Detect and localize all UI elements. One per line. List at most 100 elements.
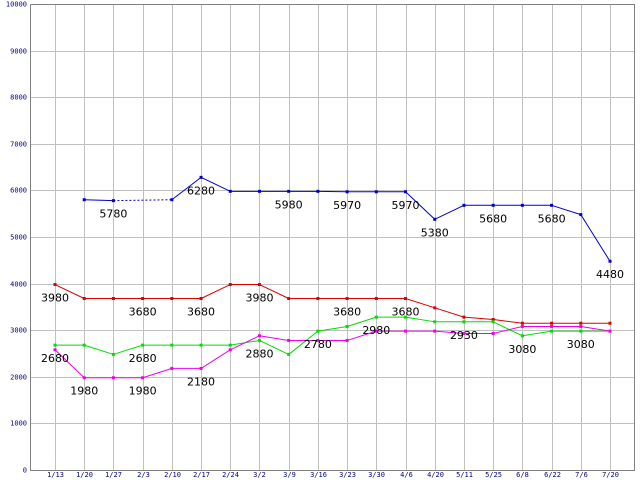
series-2-point [579, 329, 583, 333]
series-2-point [520, 334, 524, 338]
series-2-point [404, 315, 408, 319]
y-tick-label: 2000 [10, 374, 27, 382]
series-3-point [433, 329, 437, 333]
series-1-point [433, 306, 437, 310]
series-3-point [228, 348, 232, 352]
series-3-point [316, 338, 320, 342]
data-label: 3680 [187, 306, 215, 319]
series-0-segment [580, 214, 611, 262]
series-3-segment [434, 330, 464, 334]
series-1-point [228, 283, 232, 287]
series-2-segment [522, 330, 552, 337]
x-tick-label: 4/20 [427, 471, 444, 479]
series-0-point [170, 198, 174, 202]
series-2-segment [259, 340, 289, 355]
x-tick-label: 7/6 [575, 471, 588, 479]
x-tick-label: 6/22 [544, 471, 561, 479]
series-0-point [257, 189, 261, 193]
plot-border [30, 4, 635, 471]
series-3-point [550, 324, 554, 328]
data-label: 5680 [479, 212, 507, 225]
series-3-point [141, 376, 145, 380]
series-1-segment [493, 318, 523, 324]
y-tick-label: 5000 [10, 234, 27, 242]
series-1-segment [200, 284, 231, 299]
series-0-dashed-segment [113, 199, 172, 202]
series-3-point [520, 324, 524, 328]
data-label: 6280 [187, 184, 215, 197]
series-1-point [316, 297, 320, 301]
series-2-point [462, 320, 466, 324]
series-1-point [579, 321, 583, 325]
x-tick-label: 6/8 [516, 471, 529, 479]
data-label: 5970 [333, 199, 361, 212]
series-1-point [404, 297, 408, 301]
series-3-segment [54, 349, 85, 379]
x-tick-label: 2/17 [193, 471, 210, 479]
data-label: 3680 [392, 306, 420, 319]
series-1-segment [434, 307, 465, 318]
series-0-point [608, 259, 612, 263]
series-0-point [316, 189, 320, 193]
series-0-point [345, 190, 349, 194]
y-tick-label: 6000 [10, 187, 27, 195]
series-2-segment [405, 316, 435, 323]
series-2-point [170, 343, 174, 347]
data-label: 2930 [450, 329, 478, 342]
series-1-point [374, 297, 378, 301]
x-tick-label: 1/20 [76, 471, 93, 479]
series-1-point [199, 297, 203, 301]
series-0-segment [434, 204, 465, 220]
x-tick-label: 1/13 [47, 471, 64, 479]
series-1-point [608, 321, 612, 325]
series-3-point [462, 331, 466, 335]
series-0-segment [171, 176, 202, 201]
data-label: 1980 [129, 385, 157, 398]
series-3-point [608, 329, 612, 333]
x-axis-ticks: 1/13 1/20 1/27 2/3 2/10 2/17 2/24 3/2 3/9 3/16 3/2… [47, 471, 619, 479]
series-2-point [316, 329, 320, 333]
series-0-point [199, 175, 203, 179]
data-label: 5980 [275, 198, 303, 211]
series-3-segment [200, 349, 231, 369]
series-1-point [257, 283, 261, 287]
x-tick-label: 3/23 [339, 471, 356, 479]
series-2-point [491, 320, 495, 324]
series-2-point [550, 329, 554, 333]
data-label: 5780 [99, 208, 127, 221]
data-label: 3680 [129, 306, 157, 319]
series-3-segment [580, 325, 611, 332]
y-tick-label: 7000 [10, 141, 27, 149]
data-label: 3080 [567, 338, 595, 351]
x-tick-label: 2/10 [164, 471, 181, 479]
x-tick-label: 4/6 [400, 471, 413, 479]
y-axis-ticks: 0 1000 2000 3000 4000 5000 6000 7000 8000 9000 100… [6, 1, 27, 475]
series-1-point [170, 297, 174, 301]
series-0-point [520, 203, 524, 207]
series-1-point [520, 321, 524, 325]
series-3-point [579, 324, 583, 328]
series-2-point [374, 315, 378, 319]
y-tick-label: 10000 [6, 1, 27, 9]
series-1-point [491, 317, 495, 321]
series-2-point [433, 320, 437, 324]
series-3-segment [230, 335, 260, 351]
y-tick-label: 9000 [10, 48, 27, 56]
data-label: 5680 [538, 212, 566, 225]
series-3-point [199, 366, 203, 370]
data-label: 2680 [41, 352, 69, 365]
y-tick-label: 0 [23, 467, 27, 475]
series-1-segment [405, 298, 435, 309]
x-tick-label: 5/25 [485, 471, 502, 479]
series-1-point [550, 321, 554, 325]
x-tick-label: 3/2 [253, 471, 266, 479]
x-tick-label: 1/27 [105, 471, 122, 479]
x-tick-label: 2/3 [137, 471, 150, 479]
series-3-point [345, 338, 349, 342]
series-2-point [53, 343, 57, 347]
series-0-point [550, 203, 554, 207]
x-tick-label: 3/9 [283, 471, 296, 479]
series-2-segment [317, 325, 348, 332]
series-1-point [141, 297, 145, 301]
